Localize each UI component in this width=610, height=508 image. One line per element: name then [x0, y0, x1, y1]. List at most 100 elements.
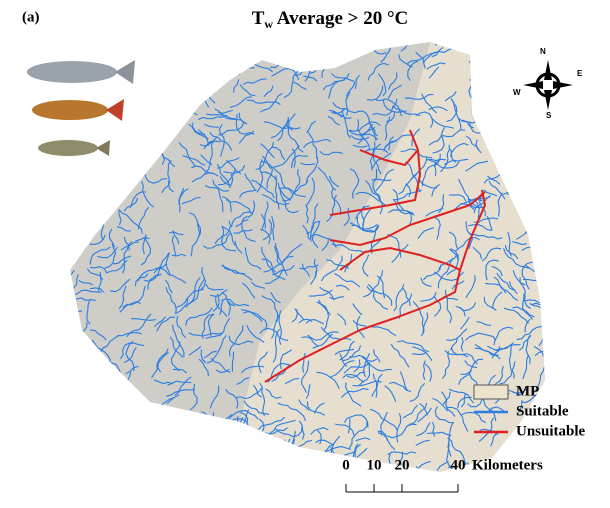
- scale-unit: Kilometers: [472, 457, 543, 473]
- stream: [528, 52, 540, 61]
- stream: [160, 468, 165, 497]
- stream: [88, 450, 110, 456]
- stream: [522, 181, 545, 189]
- stream: [516, 48, 540, 66]
- stream: [73, 202, 96, 211]
- legend-label: MP: [516, 383, 539, 399]
- stream: [158, 431, 174, 449]
- stream: [124, 94, 138, 119]
- compass-needle: [523, 81, 543, 89]
- stream: [270, 457, 298, 461]
- scale-tick-label: 10: [367, 457, 382, 473]
- stream: [269, 440, 286, 462]
- stream: [228, 42, 236, 60]
- stream: [91, 439, 99, 451]
- stream: [77, 464, 97, 491]
- stream: [171, 427, 185, 446]
- stream: [506, 60, 524, 80]
- stream: [247, 462, 274, 473]
- compass-south: S: [546, 111, 552, 120]
- stream: [69, 236, 76, 254]
- stream: [66, 381, 86, 393]
- stream: [187, 418, 201, 424]
- stream: [143, 429, 149, 448]
- stream: [88, 188, 102, 213]
- stream: [272, 60, 287, 63]
- stream: [66, 400, 72, 418]
- stream: [507, 153, 537, 167]
- stream: [60, 271, 74, 294]
- stream: [119, 120, 139, 128]
- stream: [53, 422, 75, 439]
- stream: [72, 181, 95, 191]
- stream: [237, 429, 244, 449]
- stream: [228, 460, 243, 473]
- stream: [525, 41, 534, 61]
- stream: [110, 423, 134, 434]
- stream: [105, 400, 126, 420]
- stream: [164, 445, 180, 472]
- stream: [98, 82, 107, 100]
- stream: [185, 94, 197, 102]
- stream: [76, 335, 80, 350]
- stream: [528, 116, 541, 134]
- stream: [101, 170, 124, 177]
- stream: [311, 454, 325, 471]
- stream: [537, 132, 541, 151]
- stream: [338, 477, 355, 484]
- stream: [170, 417, 185, 433]
- stream: [539, 444, 551, 456]
- stream: [469, 55, 492, 62]
- stream: [230, 53, 255, 68]
- stream: [239, 29, 252, 44]
- stream: [533, 444, 562, 458]
- compass-needle: [553, 81, 573, 89]
- compass-east: E: [577, 69, 583, 78]
- stream: [195, 421, 211, 450]
- stream: [289, 443, 292, 467]
- stream: [86, 219, 104, 225]
- stream: [83, 410, 102, 414]
- stream: [500, 78, 503, 98]
- stream: [188, 79, 208, 107]
- stream: [171, 32, 187, 41]
- stream: [68, 172, 76, 204]
- stream: [60, 234, 71, 258]
- stream: [242, 473, 255, 480]
- stream: [89, 369, 104, 395]
- stream: [137, 434, 142, 453]
- stream: [69, 221, 80, 230]
- stream: [181, 46, 195, 65]
- compass-north: N: [540, 47, 546, 56]
- stream: [540, 257, 548, 280]
- stream: [170, 102, 182, 116]
- stream: [334, 44, 349, 65]
- stream: [517, 29, 539, 46]
- legend-label: Suitable: [516, 403, 569, 419]
- stream: [149, 87, 154, 121]
- fish-icon: [27, 61, 117, 83]
- stream: [81, 461, 90, 471]
- stream: [135, 43, 137, 63]
- stream: [175, 444, 203, 451]
- stream: [59, 311, 77, 316]
- stream: [123, 387, 126, 406]
- stream: [154, 139, 160, 153]
- stream: [73, 437, 87, 443]
- stream: [162, 57, 165, 71]
- stream: [69, 215, 83, 220]
- stream: [83, 435, 101, 452]
- stream: [80, 52, 112, 62]
- stream: [123, 419, 124, 434]
- legend-swatch: [474, 385, 508, 399]
- stream: [515, 22, 528, 42]
- stream: [161, 408, 167, 436]
- stream: [326, 48, 344, 54]
- stream: [107, 400, 136, 404]
- stream: [319, 470, 335, 482]
- stream: [102, 455, 120, 461]
- stream: [548, 276, 554, 290]
- stream: [171, 457, 178, 470]
- stream: [212, 43, 242, 50]
- stream: [269, 44, 276, 62]
